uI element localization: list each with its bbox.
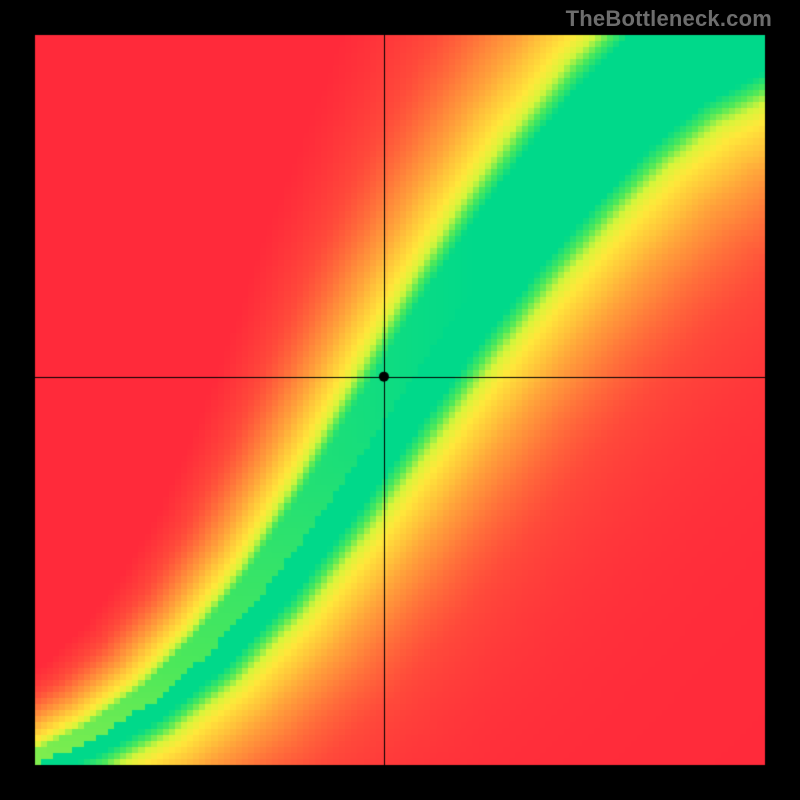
chart-viewport: { "watermark": { "text": "TheBottleneck.… [0, 0, 800, 800]
watermark-text: TheBottleneck.com [566, 6, 772, 32]
bottleneck-heatmap [0, 0, 800, 800]
